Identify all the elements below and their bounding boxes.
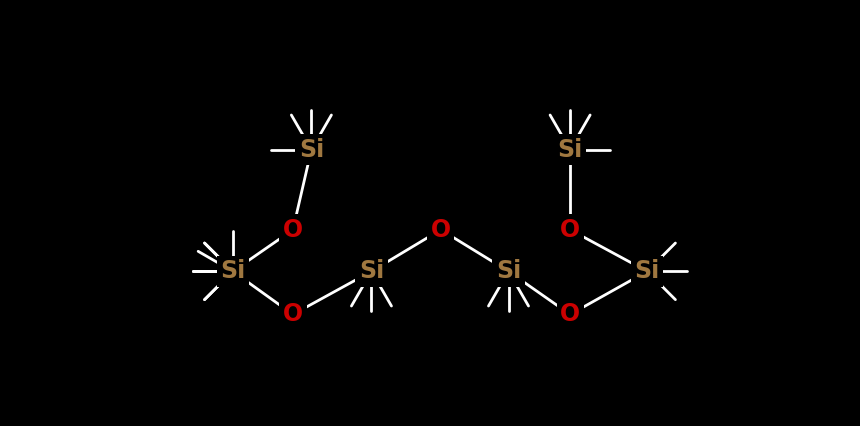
Text: O: O <box>560 218 580 242</box>
Text: O: O <box>431 218 451 242</box>
Text: Si: Si <box>557 138 583 162</box>
Text: Si: Si <box>298 138 324 162</box>
Text: Si: Si <box>496 259 521 283</box>
Text: O: O <box>560 302 580 326</box>
Text: O: O <box>283 218 303 242</box>
Text: Si: Si <box>220 259 245 283</box>
Text: Si: Si <box>359 259 384 283</box>
Text: O: O <box>283 302 303 326</box>
Text: Si: Si <box>635 259 660 283</box>
